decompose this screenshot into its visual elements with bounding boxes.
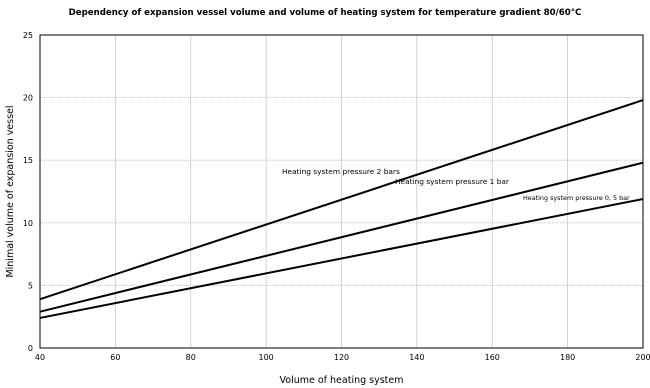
y-tick-label: 10 bbox=[23, 219, 33, 228]
x-tick-label: 160 bbox=[485, 353, 500, 362]
x-tick-label: 80 bbox=[186, 353, 196, 362]
x-tick-label: 100 bbox=[258, 353, 273, 362]
x-tick-label: 40 bbox=[35, 353, 45, 362]
y-tick-label: 5 bbox=[28, 281, 33, 290]
y-tick-label: 15 bbox=[23, 156, 33, 165]
x-axis-label: Volume of heating system bbox=[280, 375, 404, 386]
x-tick-label: 180 bbox=[560, 353, 575, 362]
x-tick-labels: 40 60 80 100 120 140 160 180 200 bbox=[35, 353, 650, 362]
x-tick-label: 200 bbox=[635, 353, 650, 362]
x-tick-label: 60 bbox=[110, 353, 120, 362]
series-line-1 bbox=[39, 99, 644, 301]
series-line-3 bbox=[39, 198, 644, 319]
y-axis-label: Minimal volume of expansion vessel bbox=[5, 105, 16, 277]
series-label-3: Heating system pressure 0, 5 bar bbox=[523, 194, 630, 202]
x-tick-label: 120 bbox=[334, 353, 349, 362]
series-line-2 bbox=[39, 161, 644, 313]
series-label-2: Heating system pressure 1 bar bbox=[395, 177, 510, 186]
chart-title: Dependency of expansion vessel volume an… bbox=[69, 8, 582, 18]
x-tick-label: 140 bbox=[409, 353, 424, 362]
series-layer bbox=[39, 99, 644, 319]
grid bbox=[40, 35, 643, 348]
y-tick-label: 0 bbox=[28, 344, 33, 353]
y-tick-label: 20 bbox=[23, 94, 33, 103]
y-tick-label: 25 bbox=[23, 31, 33, 40]
y-tick-labels: 0 5 10 15 20 25 bbox=[23, 31, 33, 353]
plot-frame bbox=[39, 34, 644, 349]
series-label-1: Heating system pressure 2 bars bbox=[282, 167, 400, 176]
